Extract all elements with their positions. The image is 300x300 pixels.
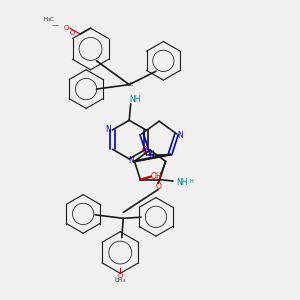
Text: N: N: [105, 125, 111, 134]
Text: N: N: [148, 150, 154, 159]
Text: OH: OH: [151, 172, 163, 181]
Text: NH: NH: [177, 178, 188, 187]
Text: $\mathregular{H_3C}$: $\mathregular{H_3C}$: [43, 15, 55, 24]
Text: N: N: [177, 131, 182, 140]
Text: N: N: [128, 156, 134, 165]
Text: O: O: [118, 273, 123, 279]
Text: C: C: [128, 82, 133, 87]
Text: O: O: [142, 146, 148, 154]
Text: O: O: [70, 30, 75, 36]
Text: $\mathregular{CH_3}$: $\mathregular{CH_3}$: [114, 276, 126, 285]
Text: H: H: [190, 179, 193, 184]
Text: O: O: [155, 182, 161, 191]
Text: —: —: [51, 22, 58, 28]
Text: O: O: [64, 25, 70, 31]
Text: NH: NH: [129, 95, 140, 104]
